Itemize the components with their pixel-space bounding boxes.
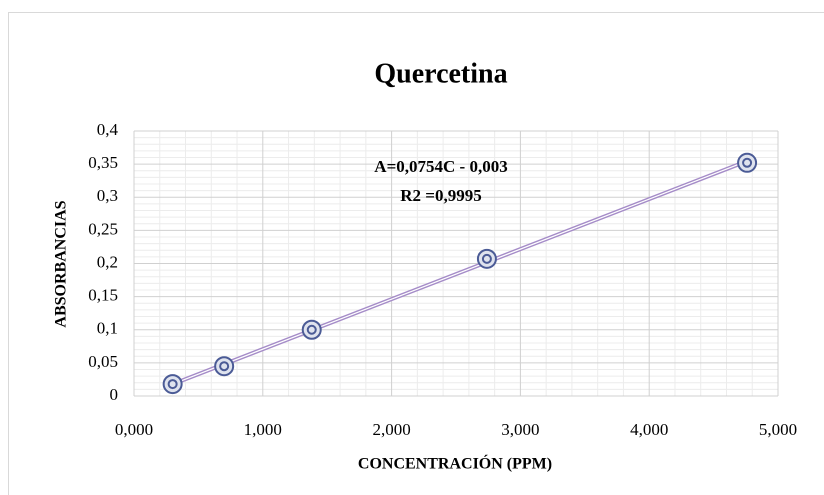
chart-title: Quercetina xyxy=(374,58,507,89)
point xyxy=(214,356,235,377)
y-tick-label: 0,35 xyxy=(88,153,118,172)
x-tick-label: 0,000 xyxy=(115,420,153,439)
y-tick-label: 0,15 xyxy=(88,286,118,305)
point-core xyxy=(219,361,230,372)
annotation: A=0,0754C - 0,003 xyxy=(374,157,507,176)
grid xyxy=(133,130,779,397)
trendline-inner xyxy=(172,160,748,385)
point xyxy=(162,374,183,395)
plot xyxy=(162,152,758,395)
y-tick-label: 0,25 xyxy=(88,219,118,238)
annotation: R2 =0,9995 xyxy=(400,186,481,205)
point-core xyxy=(742,157,753,168)
x-tick-label: 3,000 xyxy=(501,420,539,439)
x-tick-label: 2,000 xyxy=(372,420,410,439)
point-core xyxy=(167,379,178,390)
x-tick-label: 5,000 xyxy=(759,420,797,439)
point xyxy=(737,152,758,173)
x-axis-label: CONCENTRACIÓN (PPM) xyxy=(358,454,552,473)
point xyxy=(476,248,497,269)
y-axis-label: ABSORBANCIAS xyxy=(53,200,70,327)
y-tick-label: 0,4 xyxy=(97,120,119,139)
y-tick-label: 0,3 xyxy=(97,186,118,205)
y-tick-label: 0,2 xyxy=(97,252,118,271)
point xyxy=(301,319,322,340)
x-tick-label: 4,000 xyxy=(630,420,668,439)
y-tick-label: 0,1 xyxy=(97,319,118,338)
point-core xyxy=(306,324,317,335)
y-tick-label: 0,05 xyxy=(88,352,118,371)
point-core xyxy=(481,253,492,264)
chart-frame xyxy=(8,12,824,495)
y-tick-label: 0 xyxy=(110,385,119,404)
x-tick-label: 1,000 xyxy=(244,420,282,439)
